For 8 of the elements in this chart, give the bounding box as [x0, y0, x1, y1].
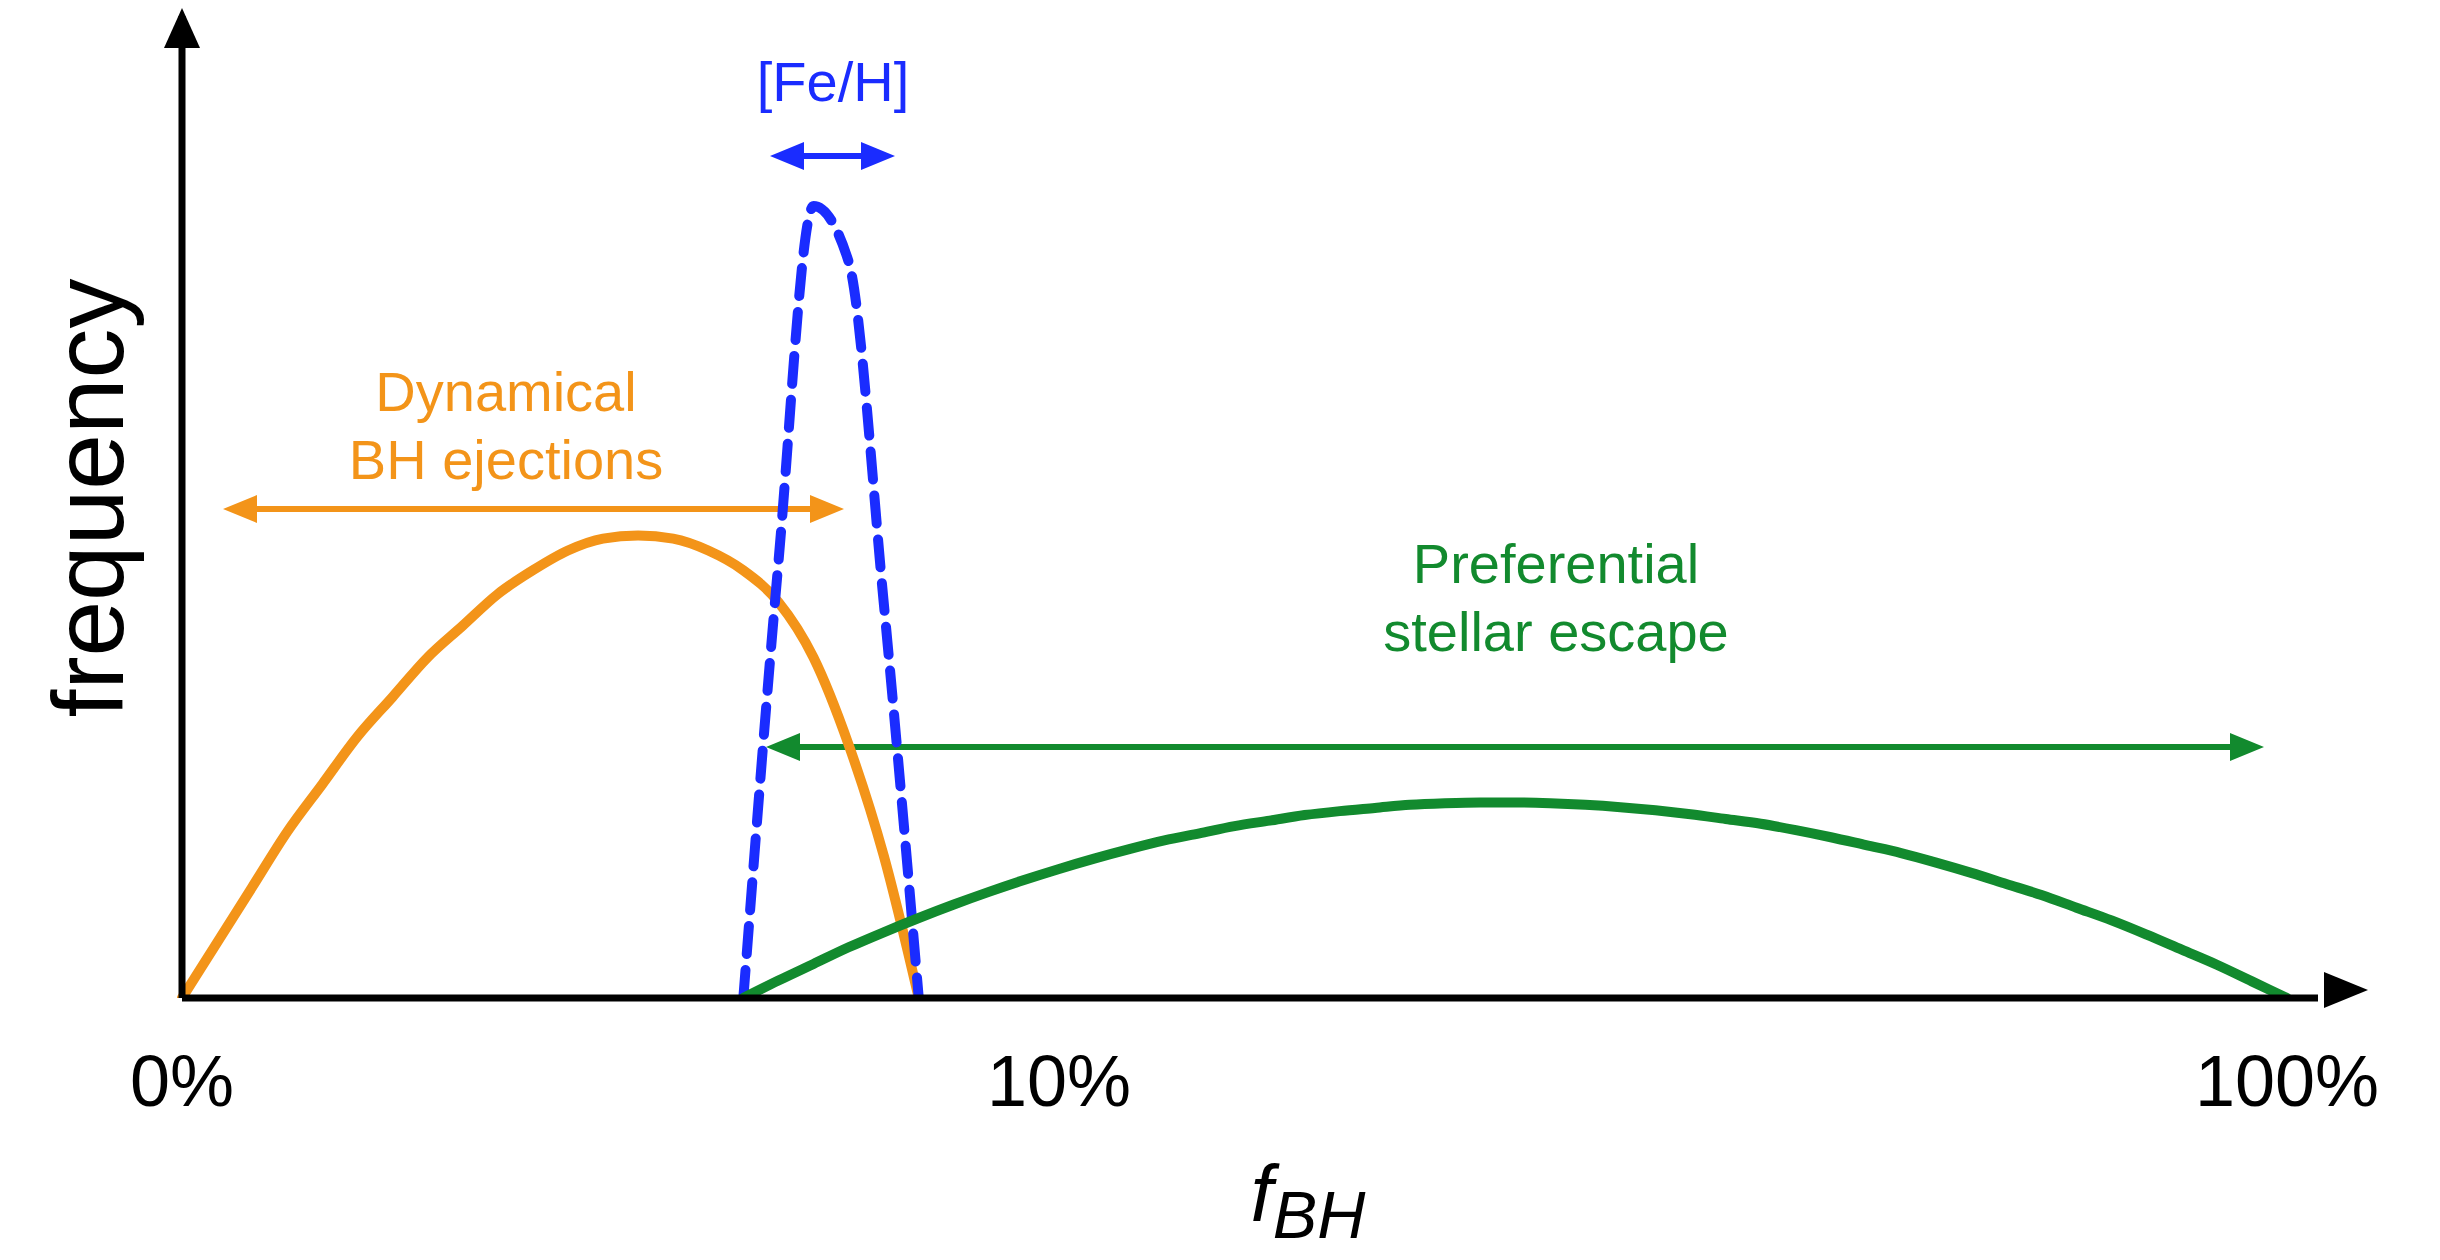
x-tick-label: 100% [2194, 1041, 2380, 1121]
annotation: Preferential stellar escape [1382, 531, 1730, 665]
x-axis-title: f$_{BH}$ [1249, 1148, 1367, 1253]
y-axis-title: frequency [30, 278, 145, 718]
annotation: Dynamical BH ejections [348, 360, 664, 491]
x-tick-label: 10% [987, 1041, 1132, 1121]
text: [Fe/H] [755, 49, 911, 115]
x-tick-label: 0% [129, 1041, 235, 1121]
